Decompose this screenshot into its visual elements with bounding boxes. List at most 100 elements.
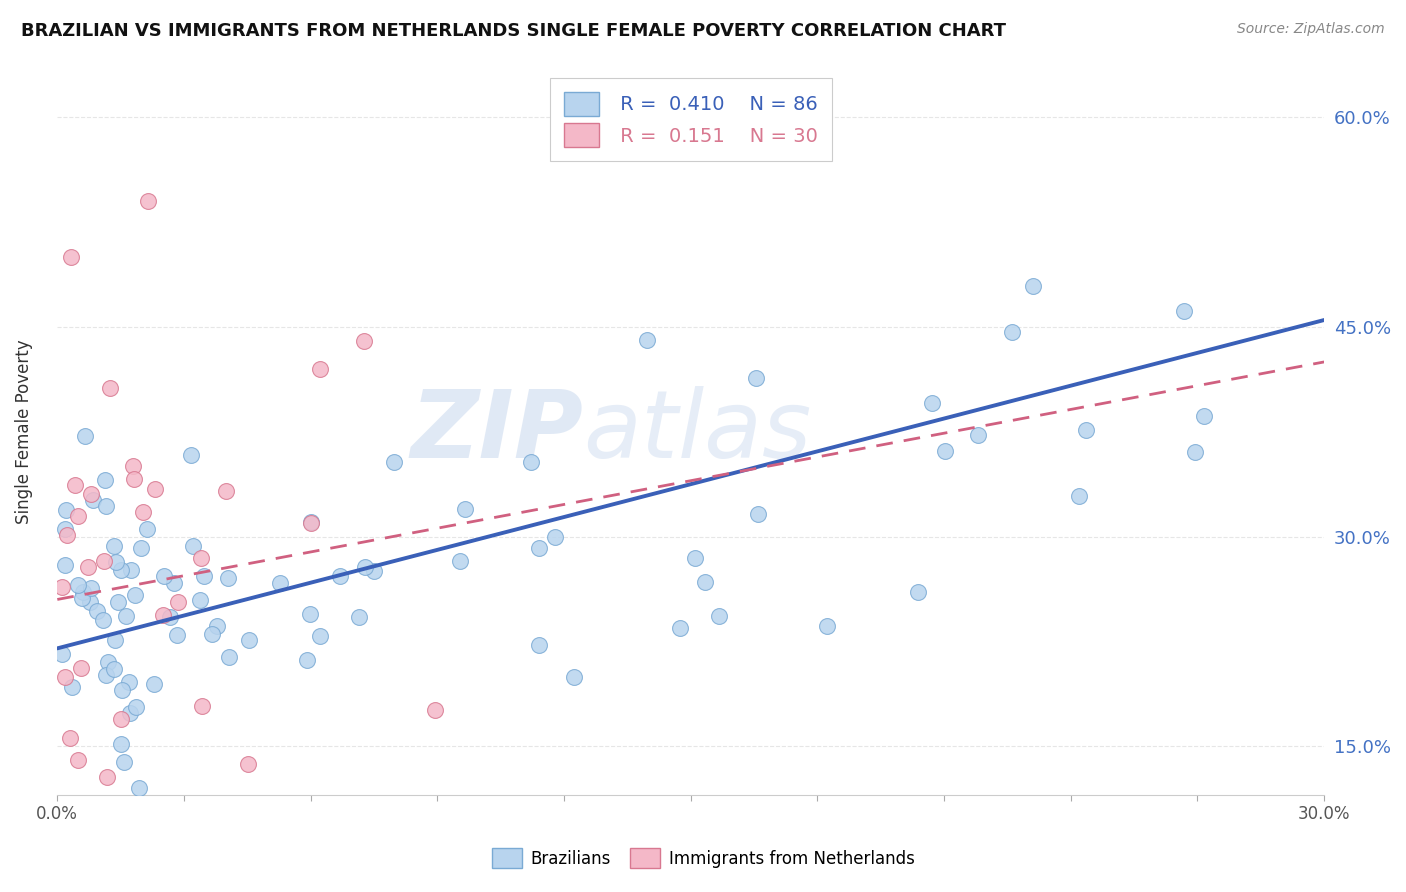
- Point: [354, 560, 377, 574]
- Point: [111, 683, 134, 698]
- Point: [117, 674, 139, 689]
- Point: [299, 607, 322, 621]
- Point: [205, 619, 228, 633]
- Point: [91, 613, 114, 627]
- Text: atlas: atlas: [583, 386, 811, 477]
- Point: [98, 381, 121, 395]
- Point: [124, 588, 146, 602]
- Text: Source: ZipAtlas.com: Source: ZipAtlas.com: [1237, 22, 1385, 37]
- Point: [1022, 278, 1045, 293]
- Point: [238, 633, 260, 648]
- Point: [190, 699, 212, 714]
- Point: [1074, 423, 1097, 437]
- Point: [67, 509, 90, 524]
- Point: [529, 638, 551, 652]
- Point: [544, 530, 567, 544]
- Point: [53, 558, 76, 573]
- Point: [94, 473, 117, 487]
- Point: [59, 250, 82, 264]
- Point: [107, 595, 129, 609]
- Point: [815, 619, 838, 633]
- Point: [96, 499, 118, 513]
- Point: [143, 483, 166, 497]
- Point: [163, 575, 186, 590]
- Point: [159, 610, 181, 624]
- Point: [425, 703, 447, 717]
- Point: [120, 563, 142, 577]
- Point: [51, 580, 73, 594]
- Point: [96, 770, 118, 784]
- Point: [193, 569, 215, 583]
- Point: [190, 551, 212, 566]
- Point: [67, 578, 90, 592]
- Point: [80, 581, 103, 595]
- Point: [93, 554, 115, 568]
- Point: [86, 604, 108, 618]
- Point: [636, 333, 658, 347]
- Point: [181, 540, 204, 554]
- Point: [309, 362, 332, 376]
- Point: [744, 371, 766, 385]
- Point: [669, 621, 692, 635]
- Point: [77, 560, 100, 574]
- Point: [143, 677, 166, 691]
- Point: [63, 478, 86, 492]
- Point: [167, 595, 190, 609]
- Point: [308, 629, 330, 643]
- Point: [297, 653, 319, 667]
- Point: [152, 569, 174, 583]
- Point: [1000, 325, 1022, 339]
- Point: [188, 592, 211, 607]
- Point: [73, 429, 96, 443]
- Point: [707, 609, 730, 624]
- Point: [564, 670, 586, 684]
- Point: [215, 483, 238, 498]
- Point: [921, 395, 943, 409]
- Point: [97, 656, 120, 670]
- Point: [124, 699, 146, 714]
- Point: [449, 554, 471, 568]
- Point: [70, 591, 93, 605]
- Point: [114, 609, 136, 624]
- Point: [967, 428, 990, 442]
- Point: [747, 507, 769, 521]
- Point: [201, 627, 224, 641]
- Point: [166, 628, 188, 642]
- Point: [129, 541, 152, 555]
- Point: [82, 493, 104, 508]
- Point: [347, 610, 370, 624]
- Point: [353, 334, 375, 348]
- Point: [363, 565, 385, 579]
- Point: [269, 575, 291, 590]
- Point: [907, 584, 929, 599]
- Point: [1184, 444, 1206, 458]
- Point: [67, 753, 90, 767]
- Y-axis label: Single Female Poverty: Single Female Poverty: [15, 340, 32, 524]
- Point: [329, 569, 352, 583]
- Point: [693, 575, 716, 590]
- Point: [180, 448, 202, 462]
- Point: [128, 780, 150, 795]
- Point: [112, 755, 135, 769]
- Legend: Brazilians, Immigrants from Netherlands: Brazilians, Immigrants from Netherlands: [484, 839, 922, 877]
- Point: [110, 564, 132, 578]
- Point: [1173, 304, 1195, 318]
- Point: [152, 608, 174, 623]
- Point: [122, 472, 145, 486]
- Text: BRAZILIAN VS IMMIGRANTS FROM NETHERLANDS SINGLE FEMALE POVERTY CORRELATION CHART: BRAZILIAN VS IMMIGRANTS FROM NETHERLANDS…: [21, 22, 1007, 40]
- Point: [453, 502, 475, 516]
- Point: [299, 516, 322, 530]
- Point: [527, 541, 550, 556]
- Point: [120, 706, 142, 721]
- Point: [104, 633, 127, 648]
- Point: [55, 528, 77, 542]
- Point: [217, 571, 239, 585]
- Point: [94, 667, 117, 681]
- Point: [80, 487, 103, 501]
- Point: [519, 455, 541, 469]
- Point: [236, 757, 259, 772]
- Point: [72, 585, 94, 599]
- Point: [110, 712, 132, 726]
- Legend:  R =  0.410    N = 86,  R =  0.151    N = 30: R = 0.410 N = 86, R = 0.151 N = 30: [550, 78, 831, 161]
- Point: [136, 522, 159, 536]
